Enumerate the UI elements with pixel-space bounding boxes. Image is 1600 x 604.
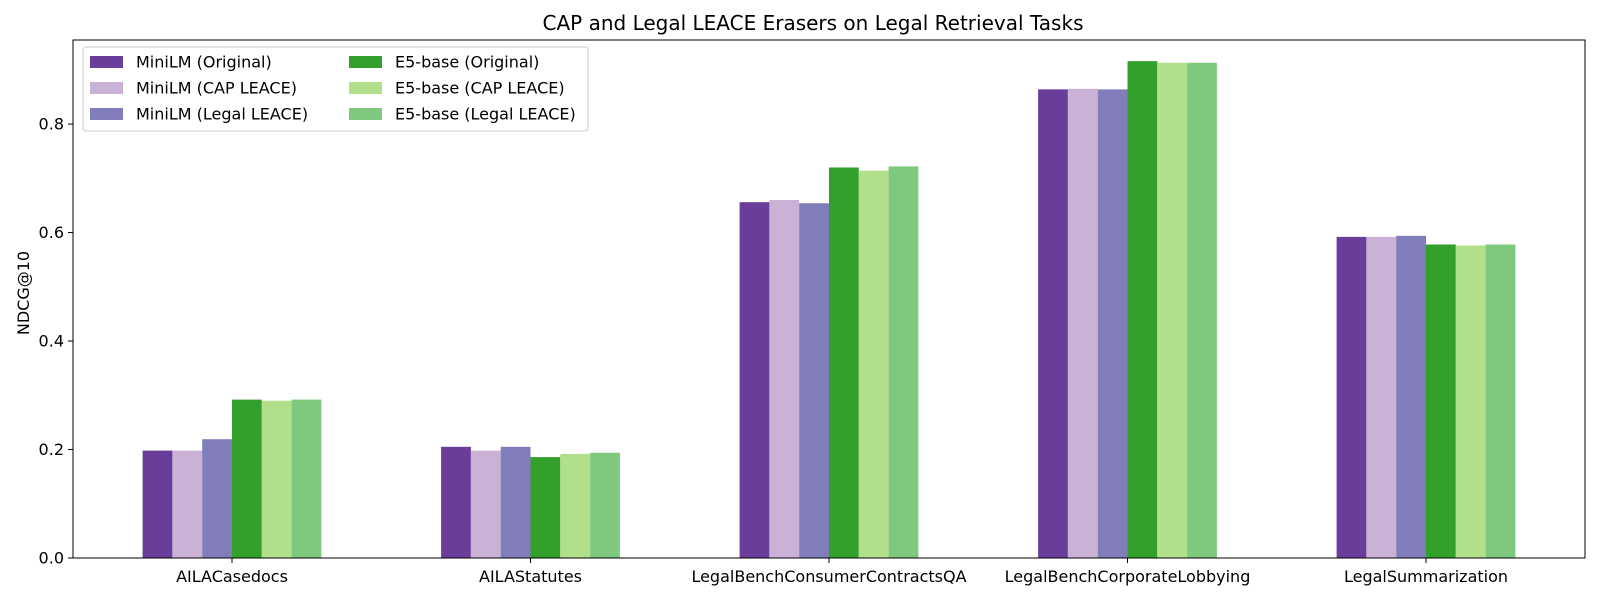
bar-1-3 <box>739 202 770 558</box>
bar-6-4 <box>1187 62 1217 558</box>
y-tick-label: 0.6 <box>39 223 64 242</box>
x-tick-label: AILACasedocs <box>176 567 288 586</box>
bar-2-3 <box>769 200 800 558</box>
bar-2-4 <box>1067 88 1098 558</box>
bar-5-1 <box>261 400 292 558</box>
x-tick-label: LegalBenchCorporateLobbying <box>1005 567 1251 586</box>
bar-1-4 <box>1038 89 1068 559</box>
legend-swatch-2 <box>90 82 123 94</box>
bar-5-3 <box>858 170 889 558</box>
bar-4-4 <box>1127 61 1158 559</box>
y-tick-label: 0.2 <box>39 440 64 459</box>
legend-swatch-1 <box>90 56 123 68</box>
legend-label-6: E5-base (Legal LEACE) <box>395 105 576 124</box>
bar-4-5 <box>1426 244 1456 559</box>
legend-swatch-3 <box>90 108 123 120</box>
x-tick-label: LegalBenchConsumerContractsQA <box>691 567 966 586</box>
bars-layer <box>142 61 1516 559</box>
legend-swatch-4 <box>349 56 382 68</box>
y-tick-label: 0.4 <box>39 332 64 351</box>
legend-box <box>82 46 589 132</box>
bar-4-1 <box>232 399 262 558</box>
bar-3-2 <box>500 446 531 558</box>
bar-5-4 <box>1157 62 1188 558</box>
bar-6-2 <box>590 452 620 558</box>
legend-label-4: E5-base (Original) <box>395 53 539 72</box>
bar-4-3 <box>829 167 859 558</box>
bar-2-5 <box>1366 236 1397 558</box>
bar-3-3 <box>799 203 829 558</box>
legend-label-3: MiniLM (Legal LEACE) <box>136 105 308 124</box>
chart-title: CAP and Legal LEACE Erasers on Legal Ret… <box>543 11 1084 35</box>
bar-5-2 <box>560 453 591 558</box>
y-tick-label: 0.8 <box>39 115 64 134</box>
x-tick-label: LegalSummarization <box>1344 567 1508 586</box>
bar-2-2 <box>470 450 501 558</box>
bar-1-1 <box>142 450 173 558</box>
bar-3-4 <box>1097 89 1128 559</box>
bar-3-5 <box>1396 235 1426 558</box>
legend-label-2: MiniLM (CAP LEACE) <box>136 79 297 98</box>
bar-1-2 <box>441 446 471 558</box>
bar-6-1 <box>291 399 322 558</box>
x-tick-label: AILAStatutes <box>479 567 582 586</box>
y-axis-label: NDCG@10 <box>14 251 33 335</box>
y-tick-label: 0.0 <box>39 549 64 568</box>
legend-swatch-5 <box>349 82 382 94</box>
legend-label-5: E5-base (CAP LEACE) <box>395 79 565 98</box>
legend-swatch-6 <box>349 108 382 120</box>
legend: MiniLM (Original) MiniLM (CAP LEACE) MiniL… <box>82 46 589 132</box>
bar-1-5 <box>1336 236 1367 558</box>
bar-6-3 <box>888 166 919 558</box>
legend-label-1: MiniLM (Original) <box>136 53 272 72</box>
axes-layer: 0.0 0.2 0.4 0.6 0.8 AILACasedocs AILAStatutes L… <box>39 39 1586 586</box>
bar-3-1 <box>202 439 232 558</box>
bar-5-5 <box>1455 245 1486 558</box>
bar-6-5 <box>1485 244 1516 559</box>
bar-4-2 <box>530 457 561 558</box>
bar-2-1 <box>172 450 203 558</box>
